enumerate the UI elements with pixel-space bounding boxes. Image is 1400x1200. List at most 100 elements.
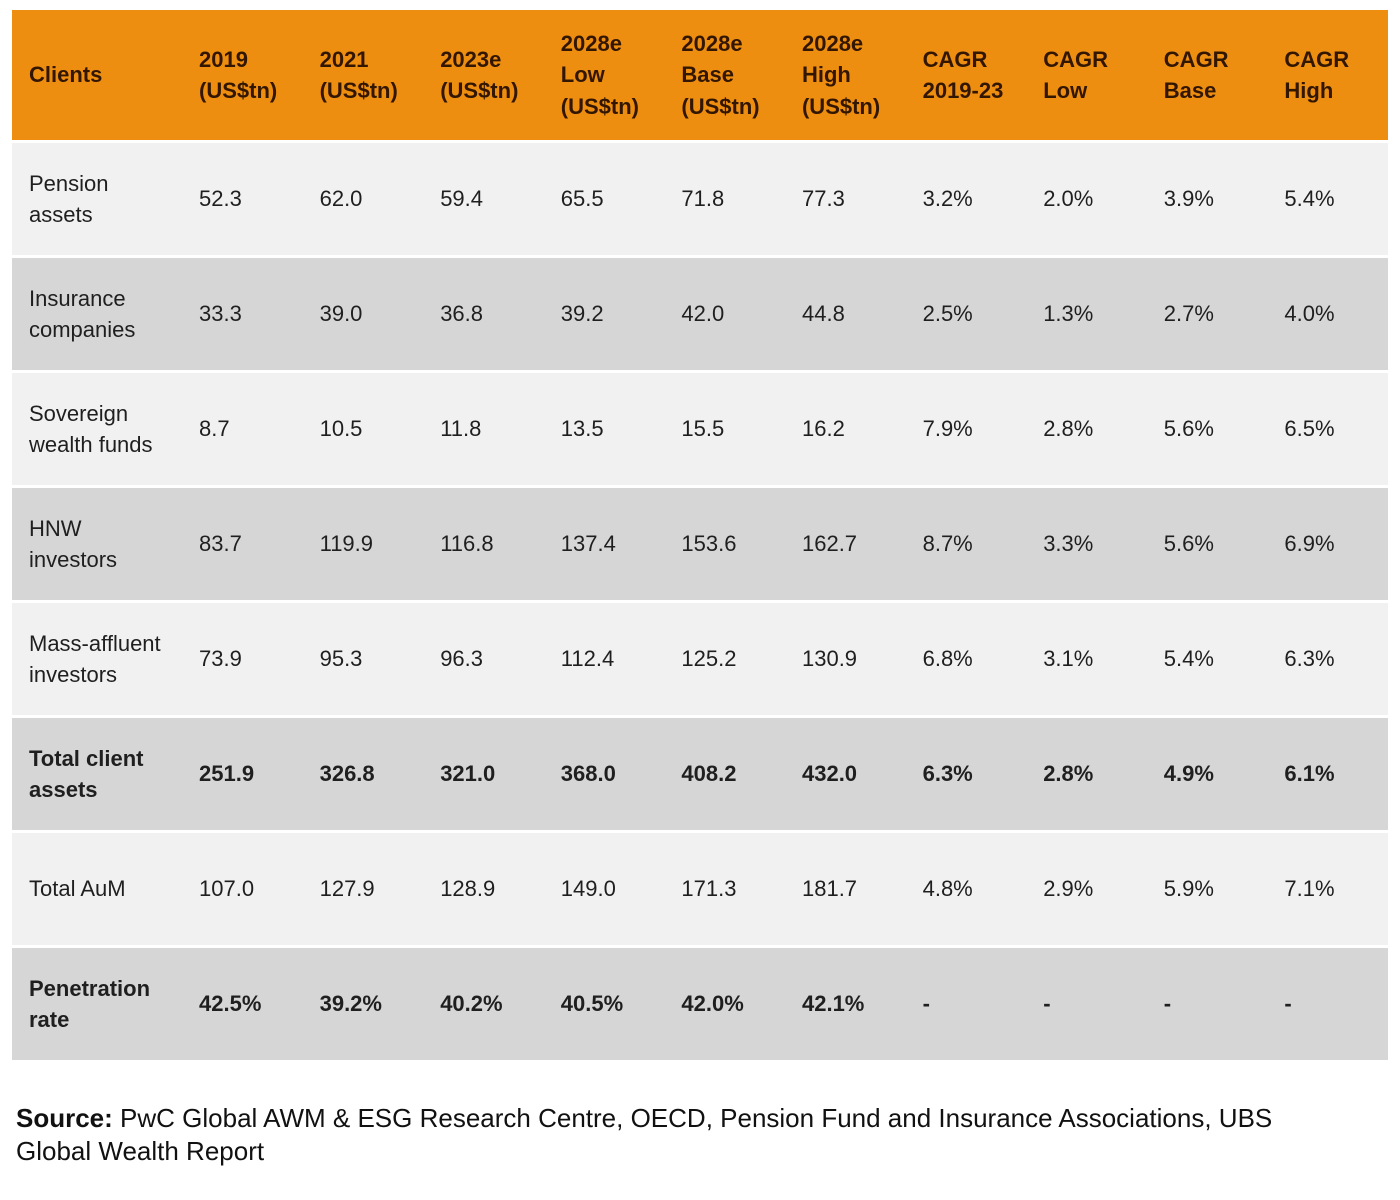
cell: 181.7 <box>784 833 906 945</box>
cell: 83.7 <box>182 488 303 600</box>
cell: 42.0% <box>664 948 785 1060</box>
cell: 107.0 <box>182 833 303 945</box>
row-label: HNW investors <box>12 488 182 600</box>
cell: 119.9 <box>302 488 424 600</box>
cell: 40.2% <box>423 948 544 1060</box>
row-label: Pension assets <box>12 143 182 255</box>
column-header-2023e: 2023e (US$tn) <box>423 10 544 140</box>
cell: 44.8 <box>784 258 906 370</box>
cell: 408.2 <box>664 718 785 830</box>
table-row-insurance-companies: Insurance companies 33.3 39.0 36.8 39.2 … <box>12 258 1388 370</box>
column-header-2019: 2019 (US$tn) <box>182 10 303 140</box>
column-header-cagr-base: CAGR Base <box>1146 10 1268 140</box>
cell: 127.9 <box>302 833 424 945</box>
column-header-2028e-high: 2028e High (US$tn) <box>784 10 906 140</box>
cell: 3.2% <box>905 143 1027 255</box>
table-row-mass-affluent-investors: Mass-affluent investors 73.9 95.3 96.3 1… <box>12 603 1388 715</box>
cell: 96.3 <box>423 603 544 715</box>
cell: 13.5 <box>543 373 665 485</box>
cell: 125.2 <box>664 603 785 715</box>
row-label: Sovereign wealth funds <box>12 373 182 485</box>
cell: 171.3 <box>664 833 785 945</box>
cell: 6.3% <box>1267 603 1388 715</box>
cell: 59.4 <box>423 143 544 255</box>
cell: 6.3% <box>905 718 1027 830</box>
cell: 7.1% <box>1267 833 1388 945</box>
cell: 7.9% <box>905 373 1027 485</box>
cell: 5.6% <box>1146 488 1268 600</box>
column-header-2028e-low: 2028e Low (US$tn) <box>543 10 665 140</box>
cell: 62.0 <box>302 143 424 255</box>
cell: 6.8% <box>905 603 1027 715</box>
cell: 73.9 <box>182 603 303 715</box>
cell: 95.3 <box>302 603 424 715</box>
row-label: Insurance companies <box>12 258 182 370</box>
row-label: Penetration rate <box>12 948 182 1060</box>
cell: 4.8% <box>905 833 1027 945</box>
cell: 5.4% <box>1267 143 1388 255</box>
cell: 5.6% <box>1146 373 1268 485</box>
column-header-2028e-base: 2028e Base (US$tn) <box>664 10 785 140</box>
cell: 39.2 <box>543 258 665 370</box>
table-row-total-client-assets: Total client assets 251.9 326.8 321.0 36… <box>12 718 1388 830</box>
cell: 2.8% <box>1026 373 1147 485</box>
cell: 153.6 <box>664 488 785 600</box>
source-text: PwC Global AWM & ESG Research Centre, OE… <box>16 1103 1273 1166</box>
cell: 2.5% <box>905 258 1027 370</box>
cell: 16.2 <box>784 373 906 485</box>
table-row-hnw-investors: HNW investors 83.7 119.9 116.8 137.4 153… <box>12 488 1388 600</box>
table-row-penetration-rate: Penetration rate 42.5% 39.2% 40.2% 40.5%… <box>12 948 1388 1060</box>
table-row-pension-assets: Pension assets 52.3 62.0 59.4 65.5 71.8 … <box>12 143 1388 255</box>
table-row-sovereign-wealth-funds: Sovereign wealth funds 8.7 10.5 11.8 13.… <box>12 373 1388 485</box>
row-label: Mass-affluent investors <box>12 603 182 715</box>
cell: - <box>1267 948 1388 1060</box>
row-label: Total client assets <box>12 718 182 830</box>
table-row-total-aum: Total AuM 107.0 127.9 128.9 149.0 171.3 … <box>12 833 1388 945</box>
cell: 6.5% <box>1267 373 1388 485</box>
cell: 6.1% <box>1267 718 1388 830</box>
client-assets-table: Clients 2019 (US$tn) 2021 (US$tn) 2023e … <box>12 10 1388 1060</box>
cell: 2.7% <box>1146 258 1268 370</box>
cell: 432.0 <box>784 718 906 830</box>
cell: 368.0 <box>543 718 665 830</box>
cell: 8.7 <box>182 373 303 485</box>
cell: 8.7% <box>905 488 1027 600</box>
cell: 6.9% <box>1267 488 1388 600</box>
cell: 3.1% <box>1026 603 1147 715</box>
cell: 149.0 <box>543 833 665 945</box>
cell: 71.8 <box>664 143 785 255</box>
cell: 10.5 <box>302 373 424 485</box>
cell: - <box>1026 948 1147 1060</box>
cell: 42.5% <box>182 948 303 1060</box>
cell: 39.0 <box>302 258 424 370</box>
cell: 251.9 <box>182 718 303 830</box>
column-header-clients: Clients <box>12 10 182 140</box>
cell: 5.9% <box>1146 833 1268 945</box>
cell: 321.0 <box>423 718 544 830</box>
cell: 116.8 <box>423 488 544 600</box>
cell: 40.5% <box>543 948 665 1060</box>
cell: 3.3% <box>1026 488 1147 600</box>
cell: 2.9% <box>1026 833 1147 945</box>
cell: 36.8 <box>423 258 544 370</box>
row-label: Total AuM <box>12 833 182 945</box>
cell: 2.8% <box>1026 718 1147 830</box>
column-header-cagr-low: CAGR Low <box>1026 10 1147 140</box>
cell: 11.8 <box>423 373 544 485</box>
cell: 42.1% <box>784 948 906 1060</box>
cell: 42.0 <box>664 258 785 370</box>
cell: 4.0% <box>1267 258 1388 370</box>
cell: 4.9% <box>1146 718 1268 830</box>
cell: 130.9 <box>784 603 906 715</box>
cell: 77.3 <box>784 143 906 255</box>
cell: 33.3 <box>182 258 303 370</box>
column-header-2021: 2021 (US$tn) <box>302 10 424 140</box>
table-header-row: Clients 2019 (US$tn) 2021 (US$tn) 2023e … <box>12 10 1388 140</box>
cell: 1.3% <box>1026 258 1147 370</box>
cell: 65.5 <box>543 143 665 255</box>
cell: 128.9 <box>423 833 544 945</box>
cell: - <box>905 948 1027 1060</box>
cell: 137.4 <box>543 488 665 600</box>
source-note: Source: PwC Global AWM & ESG Research Ce… <box>16 1102 1296 1167</box>
